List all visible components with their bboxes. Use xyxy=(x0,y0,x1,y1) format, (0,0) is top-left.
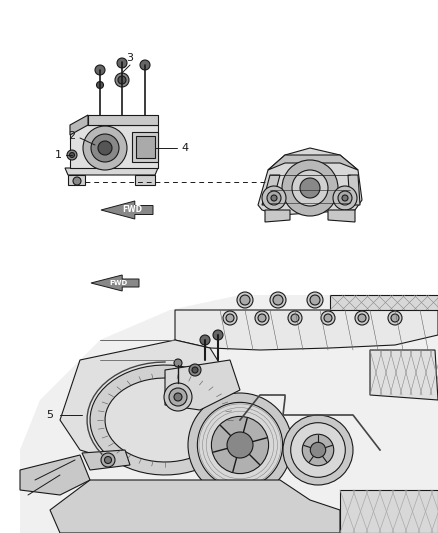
Circle shape xyxy=(96,82,103,88)
Circle shape xyxy=(300,178,320,198)
Circle shape xyxy=(70,152,74,157)
Polygon shape xyxy=(268,155,358,170)
Circle shape xyxy=(140,60,150,70)
Circle shape xyxy=(291,314,299,322)
Text: FWD: FWD xyxy=(110,280,128,286)
Circle shape xyxy=(338,191,352,205)
Circle shape xyxy=(355,311,369,325)
Circle shape xyxy=(164,383,192,411)
Polygon shape xyxy=(20,295,438,533)
Circle shape xyxy=(189,364,201,376)
Polygon shape xyxy=(348,175,360,205)
Polygon shape xyxy=(70,125,158,168)
Polygon shape xyxy=(132,132,158,162)
Circle shape xyxy=(174,393,182,401)
Polygon shape xyxy=(90,365,240,475)
Circle shape xyxy=(174,359,182,367)
Polygon shape xyxy=(101,201,153,219)
Circle shape xyxy=(200,335,210,345)
Polygon shape xyxy=(70,115,88,135)
Polygon shape xyxy=(265,210,290,222)
Circle shape xyxy=(333,186,357,210)
Circle shape xyxy=(198,402,283,488)
Circle shape xyxy=(67,150,77,160)
Circle shape xyxy=(324,314,332,322)
Polygon shape xyxy=(262,175,280,205)
Polygon shape xyxy=(258,148,362,215)
Circle shape xyxy=(307,292,323,308)
Circle shape xyxy=(292,170,328,206)
Circle shape xyxy=(358,314,366,322)
Circle shape xyxy=(291,423,345,477)
Circle shape xyxy=(282,160,338,216)
Circle shape xyxy=(271,195,277,201)
Circle shape xyxy=(302,434,334,466)
Circle shape xyxy=(117,58,127,68)
Circle shape xyxy=(73,177,81,185)
Circle shape xyxy=(267,191,281,205)
Circle shape xyxy=(83,126,127,170)
Polygon shape xyxy=(165,360,240,410)
Circle shape xyxy=(118,76,126,84)
Polygon shape xyxy=(135,175,155,185)
Circle shape xyxy=(273,295,283,305)
Circle shape xyxy=(262,186,286,210)
Circle shape xyxy=(391,314,399,322)
Circle shape xyxy=(91,134,119,162)
Circle shape xyxy=(192,367,198,373)
Text: 4: 4 xyxy=(181,143,189,153)
Circle shape xyxy=(213,330,223,340)
Circle shape xyxy=(237,292,253,308)
Circle shape xyxy=(310,442,326,458)
Polygon shape xyxy=(175,310,438,350)
Text: 5: 5 xyxy=(46,410,53,420)
Circle shape xyxy=(212,416,268,474)
Polygon shape xyxy=(370,350,438,400)
Circle shape xyxy=(95,65,105,75)
Circle shape xyxy=(98,141,112,155)
Polygon shape xyxy=(136,136,155,158)
Circle shape xyxy=(310,295,320,305)
Circle shape xyxy=(105,456,112,464)
Polygon shape xyxy=(105,378,225,462)
Circle shape xyxy=(258,314,266,322)
Circle shape xyxy=(388,311,402,325)
Polygon shape xyxy=(328,210,355,222)
Circle shape xyxy=(270,292,286,308)
Circle shape xyxy=(169,388,187,406)
Text: FWD: FWD xyxy=(122,206,142,214)
Text: 1: 1 xyxy=(54,150,61,160)
Circle shape xyxy=(283,415,353,485)
Circle shape xyxy=(342,195,348,201)
Polygon shape xyxy=(60,340,230,465)
Polygon shape xyxy=(50,480,340,533)
Polygon shape xyxy=(65,168,158,175)
Circle shape xyxy=(255,311,269,325)
Polygon shape xyxy=(68,175,85,185)
Polygon shape xyxy=(82,450,130,470)
Circle shape xyxy=(321,311,335,325)
Polygon shape xyxy=(20,455,90,495)
Circle shape xyxy=(288,311,302,325)
Polygon shape xyxy=(340,490,438,533)
Polygon shape xyxy=(330,295,438,310)
Circle shape xyxy=(188,393,292,497)
Circle shape xyxy=(227,432,253,458)
Circle shape xyxy=(115,73,129,87)
Polygon shape xyxy=(91,275,139,291)
Circle shape xyxy=(223,311,237,325)
Circle shape xyxy=(226,314,234,322)
Text: 2: 2 xyxy=(68,131,76,141)
Text: 3: 3 xyxy=(127,53,134,63)
Circle shape xyxy=(240,295,250,305)
Circle shape xyxy=(101,453,115,467)
Polygon shape xyxy=(88,115,158,125)
